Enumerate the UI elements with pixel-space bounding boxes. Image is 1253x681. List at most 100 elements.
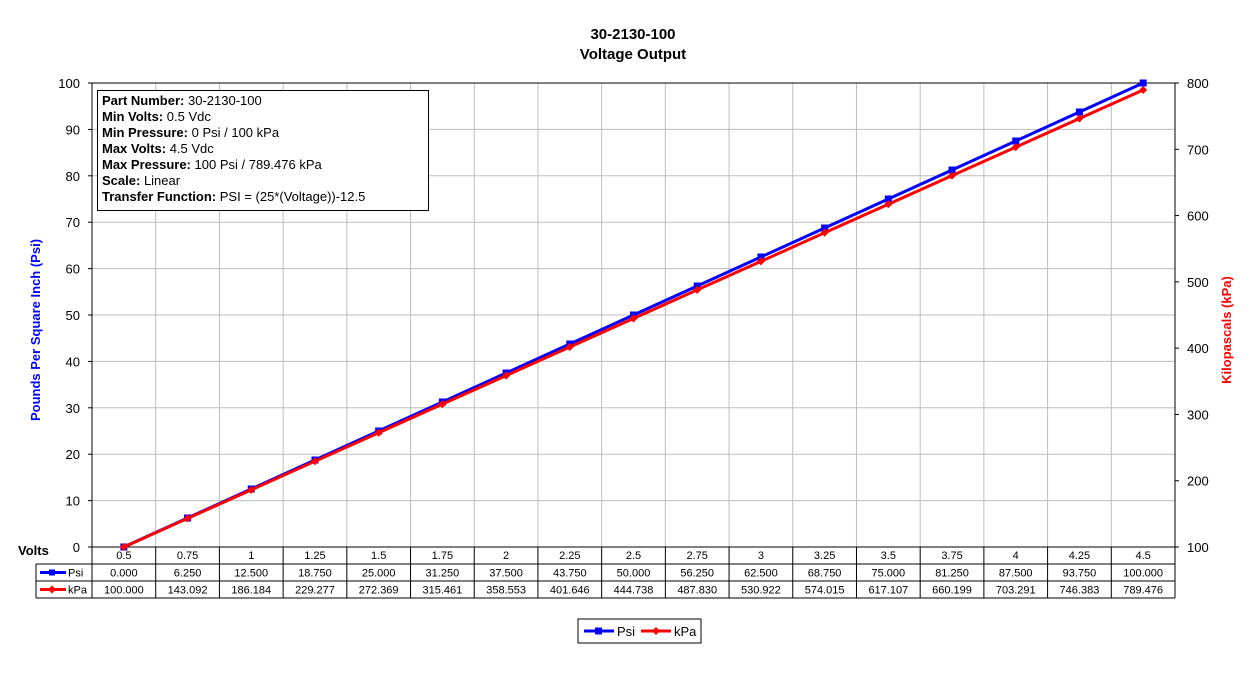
x-axis-label: Volts — [18, 543, 49, 558]
legend-label-kpa: kPa — [674, 624, 697, 639]
table-cell: 12.500 — [234, 568, 268, 580]
table-cell: 75.000 — [871, 568, 905, 580]
point-psi — [1075, 108, 1083, 116]
y2-tick-label: 600 — [1187, 209, 1209, 224]
point-psi — [821, 224, 829, 232]
x-tick-label: 3 — [758, 550, 764, 562]
y-tick-label: 70 — [66, 215, 80, 230]
table-cell: 487.830 — [677, 585, 717, 597]
point-psi — [1139, 79, 1147, 87]
table-key-marker-psi — [49, 569, 55, 576]
table-cell: 315.461 — [422, 585, 462, 597]
point-psi — [948, 166, 956, 174]
point-kpa — [119, 543, 128, 551]
table-cell: 530.922 — [741, 585, 781, 597]
table-cell: 789.476 — [1123, 585, 1163, 597]
x-tick-label: 2.5 — [626, 550, 641, 562]
y-tick-label: 80 — [66, 169, 80, 184]
table-cell: 50.000 — [617, 568, 651, 580]
y-axis-label: Pounds Per Square Inch (Psi) — [28, 239, 43, 421]
info-row-min-pressure: Min Pressure: 0 Psi / 100 kPa — [102, 125, 280, 140]
y2-tick-label: 100 — [1187, 540, 1209, 555]
point-psi — [757, 253, 765, 261]
point-kpa — [756, 257, 765, 266]
x-tick-label: 0.75 — [177, 550, 198, 562]
point-psi — [884, 195, 892, 203]
point-kpa — [884, 200, 893, 209]
table-row-label-kpa: kPa — [68, 585, 88, 597]
y2-tick-label: 800 — [1187, 76, 1209, 91]
table-cell: 229.277 — [295, 585, 335, 597]
point-kpa — [948, 171, 957, 180]
point-kpa — [1139, 85, 1148, 94]
y2-tick-label: 200 — [1187, 474, 1209, 489]
point-kpa — [1011, 143, 1020, 152]
x-tick-label: 1.25 — [304, 550, 325, 562]
y-tick-label: 0 — [73, 540, 80, 555]
table-cell: 186.184 — [231, 585, 271, 597]
table-cell: 100.000 — [1123, 568, 1163, 580]
point-psi — [1012, 137, 1020, 145]
x-tick-label: 1 — [248, 550, 254, 562]
x-tick-label: 1.5 — [371, 550, 386, 562]
x-tick-label: 2.75 — [686, 550, 707, 562]
table-cell: 37.500 — [489, 568, 523, 580]
data-table — [35, 547, 1176, 599]
legend-label-psi: Psi — [617, 624, 635, 639]
x-tick-label: 2.25 — [559, 550, 580, 562]
table-cell: 62.500 — [744, 568, 778, 580]
y-tick-label: 30 — [66, 401, 80, 416]
x-tick-label: 3.5 — [881, 550, 896, 562]
y2-tick-label: 700 — [1187, 142, 1209, 157]
point-kpa — [310, 457, 319, 466]
point-kpa — [693, 285, 702, 294]
info-box: Part Number: 30-2130-100 Min Volts: 0.5 … — [97, 90, 429, 211]
table-cell: 358.553 — [486, 585, 526, 597]
info-row-part-number: Part Number: 30-2130-100 — [102, 93, 262, 108]
table-cell: 703.291 — [996, 585, 1036, 597]
info-row-scale: Scale: Linear — [102, 173, 181, 188]
table-row-label-psi: Psi — [68, 568, 83, 580]
table-cell: 746.383 — [1060, 585, 1100, 597]
legend: Psi kPa — [577, 618, 702, 644]
y2-tick-label: 500 — [1187, 275, 1209, 290]
table-key-marker-kpa — [48, 585, 56, 594]
y2-tick-label: 400 — [1187, 341, 1209, 356]
table-cell: 87.500 — [999, 568, 1033, 580]
y-tick-label: 90 — [66, 122, 80, 137]
x-tick-label: 1.75 — [432, 550, 453, 562]
x-tick-label: 3.75 — [941, 550, 962, 562]
table-cell: 574.015 — [805, 585, 845, 597]
table-cell: 617.107 — [868, 585, 908, 597]
point-kpa — [629, 314, 638, 323]
table-cell: 18.750 — [298, 568, 332, 580]
chart-title: 30-2130-100 — [590, 26, 675, 43]
table-cell: 81.250 — [935, 568, 969, 580]
x-tick-label: 3.25 — [814, 550, 835, 562]
info-row-max-pressure: Max Pressure: 100 Psi / 789.476 kPa — [102, 157, 322, 172]
table-cell: 6.250 — [174, 568, 202, 580]
point-kpa — [502, 371, 511, 380]
legend-marker-psi — [595, 627, 602, 635]
table-cell: 444.738 — [614, 585, 654, 597]
table-cell: 56.250 — [680, 568, 714, 580]
point-kpa — [565, 343, 574, 352]
x-tick-label: 0.5 — [116, 550, 131, 562]
table-cell: 0.000 — [110, 568, 138, 580]
info-row-transfer-function: Transfer Function: PSI = (25*(Voltage))-… — [102, 189, 366, 204]
table-cell: 660.199 — [932, 585, 972, 597]
table-cell: 43.750 — [553, 568, 587, 580]
y2-axis-label: Kilopascals (kPa) — [1219, 276, 1234, 384]
table-cell: 401.646 — [550, 585, 590, 597]
point-kpa — [438, 400, 447, 409]
table-cell: 143.092 — [168, 585, 208, 597]
point-kpa — [1075, 114, 1084, 123]
y-tick-label: 40 — [66, 354, 80, 369]
table-cell: 100.000 — [104, 585, 144, 597]
point-kpa — [183, 514, 192, 523]
legend-marker-kpa — [652, 627, 660, 635]
y-tick-label: 20 — [66, 447, 80, 462]
table-cell: 25.000 — [362, 568, 396, 580]
y-tick-label: 10 — [66, 494, 80, 509]
table-cell: 68.750 — [808, 568, 842, 580]
